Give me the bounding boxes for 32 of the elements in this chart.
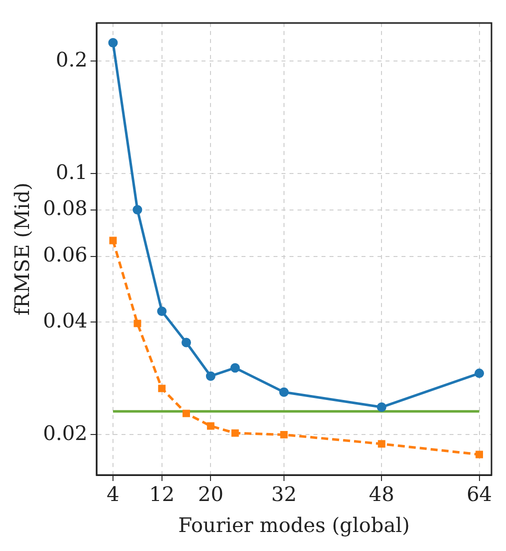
point xyxy=(182,410,190,418)
x-tick-label: 64 xyxy=(466,482,492,506)
x-axis-title: Fourier modes (global) xyxy=(178,513,410,538)
point xyxy=(231,429,239,437)
point xyxy=(109,236,117,244)
y-axis-title: fRMSE (Mid) xyxy=(10,182,34,316)
point xyxy=(132,205,142,215)
x-tick-label: 48 xyxy=(368,482,394,506)
point xyxy=(279,387,289,397)
x-tick-label: 4 xyxy=(106,482,120,506)
x-tick-label: 32 xyxy=(271,482,297,506)
point xyxy=(378,440,386,448)
point xyxy=(280,430,288,438)
x-tick-label: 12 xyxy=(149,482,175,506)
point xyxy=(182,338,192,348)
point xyxy=(230,363,240,373)
y-tick-label: 0.02 xyxy=(43,420,88,445)
point xyxy=(476,450,484,458)
point xyxy=(206,422,214,430)
y-tick-label: 0.04 xyxy=(43,308,88,332)
x-tick-label: 20 xyxy=(198,482,224,506)
y-tick-label: 0.1 xyxy=(56,160,88,184)
y-tick-label: 0.06 xyxy=(43,242,88,267)
point xyxy=(158,384,166,392)
y-tick-label: 0.2 xyxy=(56,47,88,72)
y-tick-label: 0.08 xyxy=(43,196,88,220)
point xyxy=(134,320,142,328)
point xyxy=(206,371,216,381)
point xyxy=(376,402,386,412)
point xyxy=(474,368,484,378)
point xyxy=(157,306,167,316)
point xyxy=(108,38,118,48)
